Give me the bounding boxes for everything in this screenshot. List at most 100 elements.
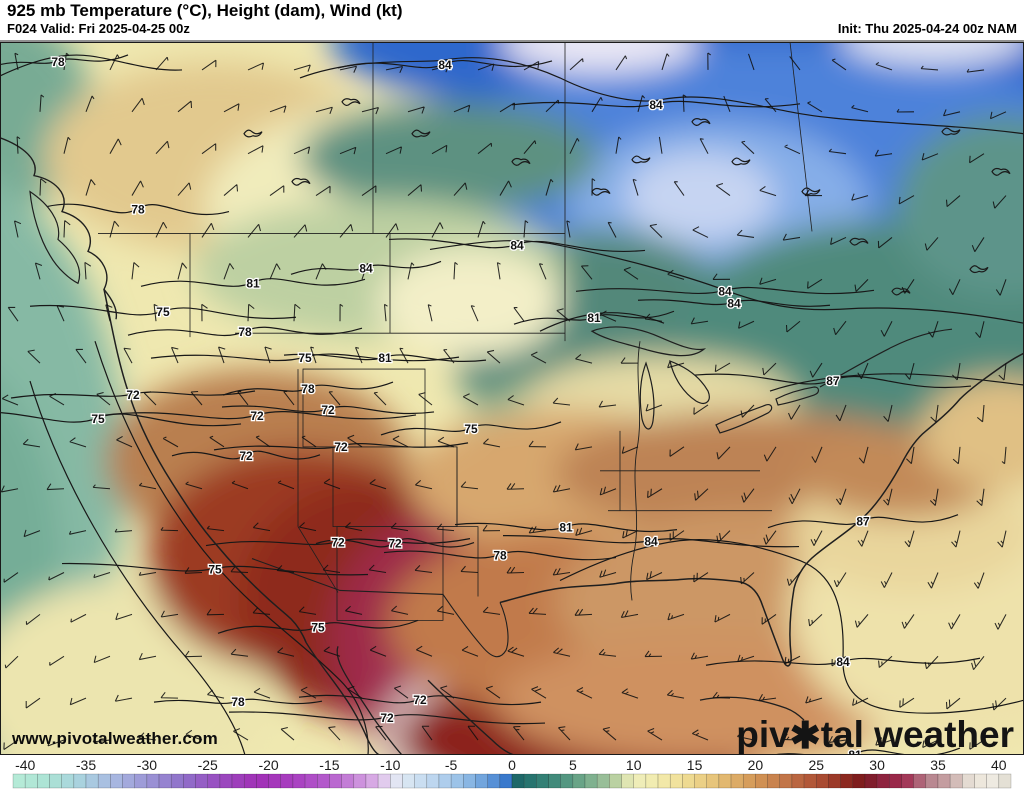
- height-contour-label: 75: [298, 351, 312, 365]
- height-contour-label: 81: [587, 311, 601, 325]
- colorbar-cell: [268, 773, 282, 789]
- colorbar-cell: [925, 773, 939, 789]
- colorbar-cell: [584, 773, 598, 789]
- height-contour-label: 87: [856, 515, 870, 529]
- colorbar-cell: [889, 773, 902, 789]
- region-blue-pale-core: [625, 151, 775, 242]
- header: 925 mb Temperature (°C), Height (dam), W…: [0, 0, 1024, 40]
- colorbar-cell: [450, 773, 464, 789]
- region-plains-cream-pocket: [378, 248, 562, 359]
- pivotal-weather-logo: piv✱tal weather: [736, 714, 1014, 756]
- colorbar-cell: [767, 773, 781, 789]
- colorbar-cell: [292, 773, 306, 789]
- colorbar-tick-label: -25: [198, 757, 218, 773]
- lakes-coast-squiggles: [243, 98, 1011, 296]
- colorbar-cell: [207, 773, 221, 789]
- height-contour-label: 72: [239, 449, 253, 463]
- colorbar-cell: [645, 773, 659, 789]
- watermark-url: www.pivotalweather.com: [12, 729, 218, 748]
- height-contour-label: 72: [126, 388, 140, 402]
- logo-text-right: tal weather: [820, 714, 1014, 755]
- height-contour-label: 72: [334, 440, 348, 454]
- colorbar-cell: [986, 773, 1000, 789]
- logo-text-left: piv: [736, 714, 790, 755]
- colorbar-cell: [791, 773, 805, 789]
- colorbar-cell: [317, 773, 330, 789]
- colorbar-cell: [730, 773, 744, 789]
- colorbar-cell: [12, 773, 26, 789]
- height-contour-label: 72: [321, 403, 335, 417]
- height-contour-label: 78: [493, 549, 507, 563]
- colorbar-cell: [487, 773, 501, 789]
- height-contour-label: 84: [359, 261, 373, 275]
- colorbar-cell: [694, 773, 707, 789]
- height-contour-label: 84: [718, 284, 732, 298]
- colorbar-cell: [183, 773, 196, 789]
- init-time-label: Init: Thu 2025-04-24 00z NAM: [837, 21, 1017, 36]
- wind-barbs: [0, 52, 1007, 750]
- colorbar-cell: [706, 773, 720, 789]
- colorbar-cell: [195, 773, 208, 789]
- colorbar-cell: [499, 773, 513, 789]
- temperature-shading: [0, 42, 1024, 755]
- geography-borders: [0, 42, 1024, 755]
- region-teal-band-west: [300, 101, 600, 212]
- region-teal-northeast: [895, 114, 1024, 299]
- colorbar-cell: [901, 773, 914, 789]
- colorbar-cell: [548, 773, 561, 789]
- colorbar-tick-label: -5: [445, 757, 458, 773]
- page-title: 925 mb Temperature (°C), Height (dam), W…: [7, 1, 403, 20]
- colorbar-cell: [937, 773, 951, 789]
- height-contour-label: 84: [649, 98, 663, 112]
- colorbar-cell: [633, 773, 647, 789]
- colorbar-cell: [73, 773, 87, 789]
- colorbar-cell: [803, 773, 817, 789]
- colorbar-tick-label: -40: [15, 757, 35, 773]
- height-contour-label: 84: [510, 238, 524, 252]
- height-contour-label: 72: [250, 409, 264, 423]
- colorbar-cell: [37, 773, 50, 789]
- colorbar-tick-label: 35: [930, 757, 946, 773]
- forecast-map: 78 84 84 78 84 84 81 84 84 75 81 78 75 81 87 78 72 72 72 75…: [0, 40, 1024, 755]
- colorbar-tick-label: 5: [569, 757, 577, 773]
- colorbar-tick-label: -20: [258, 757, 278, 773]
- colorbar-tick-label: 25: [809, 757, 825, 773]
- colorbar-cell: [110, 773, 123, 789]
- colorbar-cell: [243, 773, 257, 789]
- colorbar-tick-label: 20: [748, 757, 764, 773]
- height-contour-label: 84: [727, 296, 741, 310]
- colorbar-cell: [122, 773, 135, 789]
- colorbar-cell: [390, 773, 403, 789]
- height-contour-label: 75: [464, 422, 478, 436]
- colorbar-cell: [536, 773, 549, 789]
- height-contours: [0, 54, 1024, 755]
- colorbar-cell: [170, 773, 184, 789]
- colorbar-cell: [669, 773, 683, 789]
- colorbar-cell: [341, 773, 355, 789]
- colorbar-cell: [682, 773, 695, 789]
- colorbar-cell: [511, 773, 525, 789]
- height-contour-label: 87: [826, 374, 840, 388]
- colorbar-cell: [816, 773, 829, 789]
- height-contour-label: 75: [156, 305, 170, 319]
- height-contour-label: 75: [91, 412, 105, 426]
- colorbar-cell: [463, 773, 476, 789]
- colorbar-cell: [840, 773, 854, 789]
- colorbar-cell: [353, 773, 367, 789]
- colorbar-cell: [365, 773, 379, 789]
- height-contour-label: 75: [208, 563, 222, 577]
- height-contour-label: 84: [644, 535, 658, 549]
- height-contour-label: 81: [378, 351, 392, 365]
- colorbar-cell: [718, 773, 732, 789]
- temperature-colorbar: -40 -35 -30 -25 -20 -15 -10 -5 0 5 10 15 20 25 30 35 40: [0, 755, 1024, 791]
- colorbar-cell: [24, 773, 38, 789]
- colorbar-cell: [828, 773, 841, 789]
- height-contour-label: 72: [380, 711, 394, 725]
- colorbar-cell: [974, 773, 987, 789]
- colorbar-cell: [913, 773, 927, 789]
- colorbar-cell: [85, 773, 99, 789]
- asterisk-logo-icon: ✱: [789, 715, 821, 756]
- colorbar-cell: [998, 773, 1012, 789]
